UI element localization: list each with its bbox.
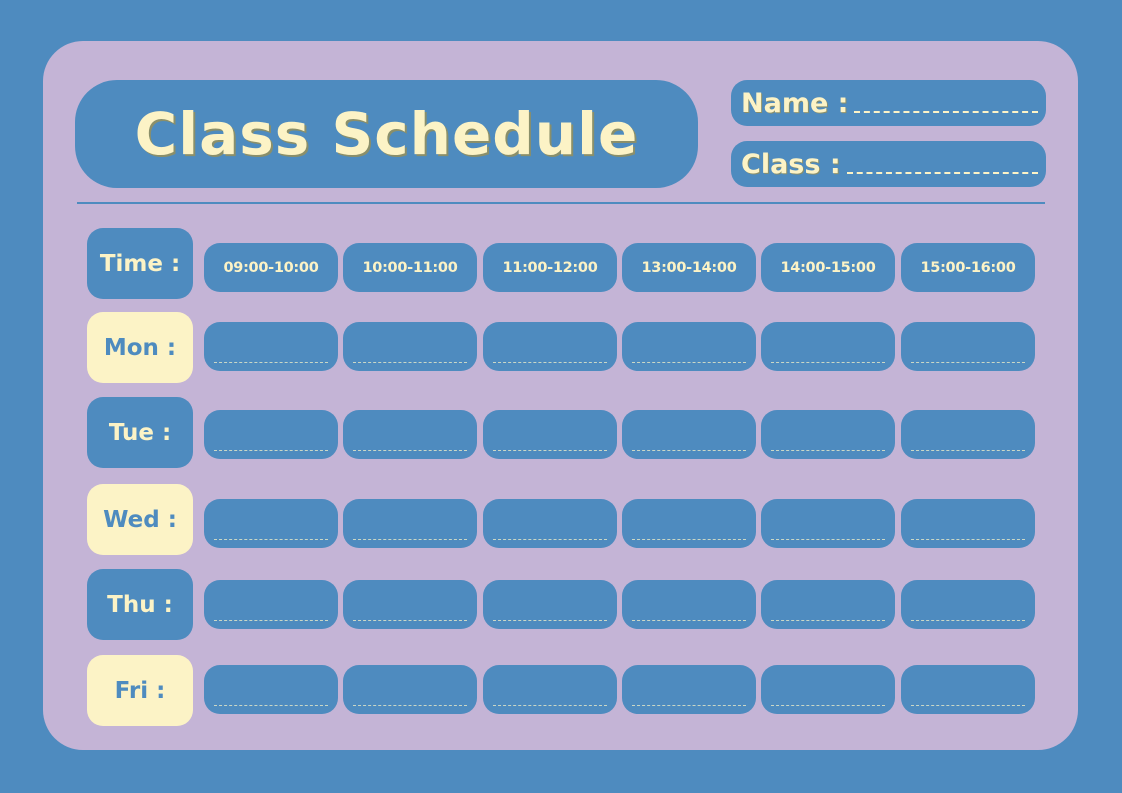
schedule-cell[interactable] [901, 499, 1035, 548]
entry-line[interactable] [771, 620, 885, 621]
entry-line[interactable] [493, 620, 607, 621]
time-slot-header: 11:00-12:00 [483, 243, 617, 292]
title-banner: Class Schedule [75, 80, 698, 188]
schedule-cell[interactable] [204, 499, 338, 548]
schedule-cell[interactable] [483, 499, 617, 548]
day-label-mon: Mon : [87, 312, 193, 383]
divider [77, 202, 1045, 204]
entry-line[interactable] [911, 705, 1025, 706]
schedule-cell[interactable] [761, 322, 895, 371]
entry-line[interactable] [493, 539, 607, 540]
schedule-cell[interactable] [343, 665, 477, 714]
entry-line[interactable] [911, 539, 1025, 540]
time-slot-header: 09:00-10:00 [204, 243, 338, 292]
schedule-cell[interactable] [204, 580, 338, 629]
entry-line[interactable] [353, 620, 467, 621]
entry-line[interactable] [214, 450, 328, 451]
day-label-fri: Fri : [87, 655, 193, 726]
class-field[interactable]: Class : [731, 141, 1046, 187]
schedule-cell[interactable] [901, 410, 1035, 459]
time-slot-header: 13:00-14:00 [622, 243, 756, 292]
schedule-cell[interactable] [622, 410, 756, 459]
class-label: Class : [741, 148, 841, 180]
name-label: Name : [741, 87, 849, 119]
entry-line[interactable] [771, 539, 885, 540]
entry-line[interactable] [214, 620, 328, 621]
entry-line[interactable] [353, 450, 467, 451]
page-title: Class Schedule [134, 100, 639, 168]
name-field[interactable]: Name : [731, 80, 1046, 126]
schedule-cell[interactable] [204, 410, 338, 459]
schedule-cell[interactable] [622, 322, 756, 371]
day-label-thu: Thu : [87, 569, 193, 640]
entry-line[interactable] [911, 450, 1025, 451]
entry-line[interactable] [911, 362, 1025, 363]
schedule-cell[interactable] [761, 580, 895, 629]
entry-line[interactable] [493, 362, 607, 363]
time-label: Time : [87, 228, 193, 299]
entry-line[interactable] [214, 362, 328, 363]
schedule-cell[interactable] [204, 665, 338, 714]
schedule-cell[interactable] [761, 410, 895, 459]
entry-line[interactable] [493, 450, 607, 451]
name-input-line[interactable] [854, 111, 1038, 113]
entry-line[interactable] [771, 705, 885, 706]
time-slot-header: 10:00-11:00 [343, 243, 477, 292]
schedule-cell[interactable] [901, 322, 1035, 371]
schedule-cell[interactable] [483, 410, 617, 459]
entry-line[interactable] [353, 705, 467, 706]
entry-line[interactable] [632, 539, 746, 540]
class-input-line[interactable] [846, 172, 1038, 174]
day-label-wed: Wed : [87, 484, 193, 555]
schedule-cell[interactable] [343, 322, 477, 371]
schedule-cell[interactable] [622, 499, 756, 548]
entry-line[interactable] [214, 539, 328, 540]
entry-line[interactable] [632, 362, 746, 363]
schedule-cell[interactable] [622, 665, 756, 714]
entry-line[interactable] [632, 705, 746, 706]
entry-line[interactable] [493, 705, 607, 706]
schedule-cell[interactable] [343, 410, 477, 459]
schedule-cell[interactable] [483, 665, 617, 714]
entry-line[interactable] [353, 539, 467, 540]
schedule-cell[interactable] [343, 580, 477, 629]
schedule-cell[interactable] [343, 499, 477, 548]
time-slot-header: 15:00-16:00 [901, 243, 1035, 292]
schedule-cell[interactable] [761, 665, 895, 714]
schedule-cell[interactable] [901, 580, 1035, 629]
day-label-tue: Tue : [87, 397, 193, 468]
entry-line[interactable] [771, 362, 885, 363]
schedule-cell[interactable] [204, 322, 338, 371]
schedule-cell[interactable] [901, 665, 1035, 714]
schedule-cell[interactable] [622, 580, 756, 629]
time-slot-header: 14:00-15:00 [761, 243, 895, 292]
entry-line[interactable] [632, 450, 746, 451]
schedule-cell[interactable] [483, 580, 617, 629]
entry-line[interactable] [632, 620, 746, 621]
schedule-cell[interactable] [483, 322, 617, 371]
entry-line[interactable] [353, 362, 467, 363]
entry-line[interactable] [771, 450, 885, 451]
schedule-cell[interactable] [761, 499, 895, 548]
entry-line[interactable] [911, 620, 1025, 621]
entry-line[interactable] [214, 705, 328, 706]
